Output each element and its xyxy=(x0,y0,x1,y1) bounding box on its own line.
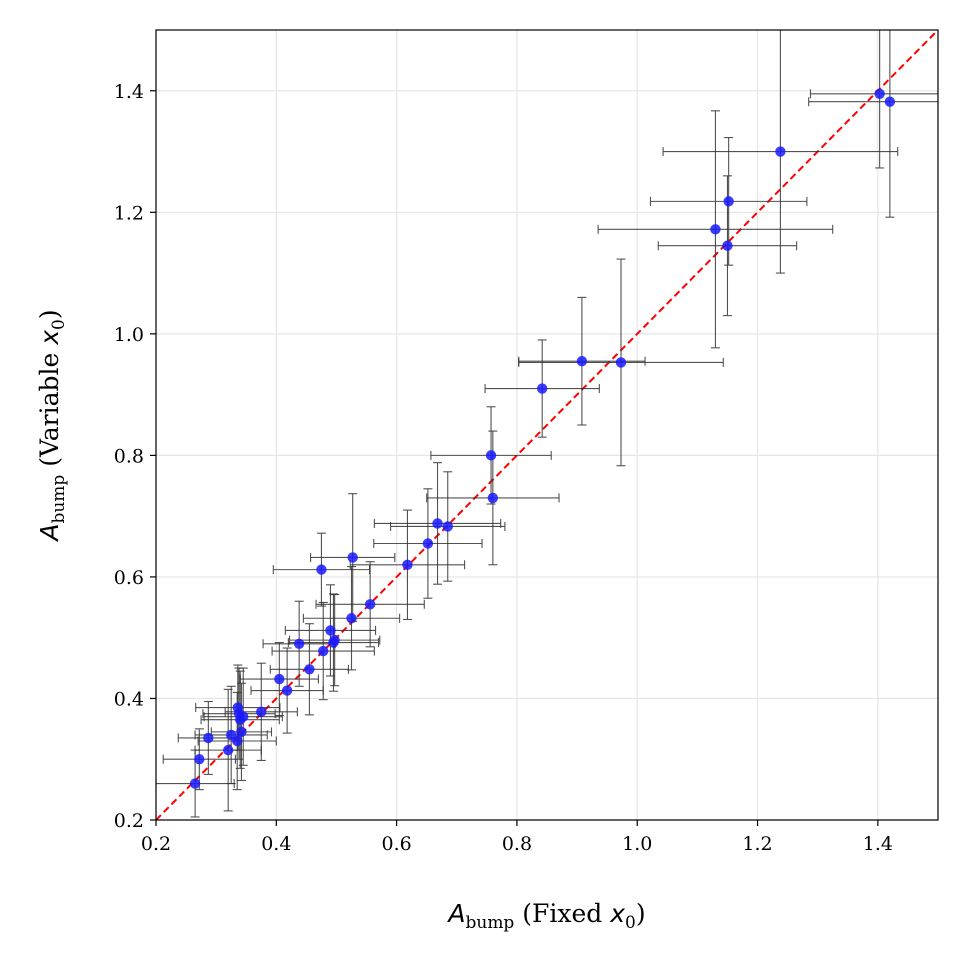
data-point xyxy=(281,685,293,696)
y-tick-label: 1.4 xyxy=(114,81,144,103)
x-tick-label: 0.4 xyxy=(261,833,291,855)
data-points xyxy=(189,88,896,789)
data-point xyxy=(874,88,885,100)
data-point xyxy=(203,732,214,744)
data-point xyxy=(536,383,548,394)
data-point xyxy=(884,96,896,107)
y-title-close: ) xyxy=(35,309,64,319)
x-title-close: ) xyxy=(636,899,646,928)
x-tick-label: 1.0 xyxy=(622,833,652,855)
x-axis-title: Abump (Fixed x0) xyxy=(446,899,645,933)
data-point xyxy=(316,564,327,575)
data-point xyxy=(256,706,267,718)
y-title-rest: (Variable xyxy=(35,345,64,475)
data-point xyxy=(402,559,413,570)
y-tick-label: 1.0 xyxy=(114,324,144,346)
y-tick-label: 0.2 xyxy=(114,810,144,832)
data-point xyxy=(615,357,627,368)
data-point xyxy=(194,754,205,765)
data-point xyxy=(485,450,497,461)
data-point xyxy=(274,673,285,685)
y-axis-title: Abump (Variable x0) xyxy=(35,309,69,542)
x-tick-label: 0.8 xyxy=(502,833,532,855)
data-point xyxy=(442,521,453,532)
reference-line-layer xyxy=(156,30,938,820)
data-point xyxy=(318,645,329,657)
x-title-rest: (Fixed xyxy=(514,899,610,928)
data-point xyxy=(775,146,786,157)
data-point xyxy=(710,224,721,235)
x-tick-label: 1.4 xyxy=(863,833,893,855)
axis-ticks: 0.2 0.4 0.6 0.8 1.0 1.2 1.4 0.2 0.4 0.6 0.8 1.0 1.2 1… xyxy=(114,81,893,855)
x-title-sub: bump xyxy=(465,913,514,933)
x-tick-label: 0.2 xyxy=(141,833,171,855)
x-tick-label: 1.2 xyxy=(742,833,772,855)
data-point xyxy=(329,634,340,646)
data-point xyxy=(422,538,434,549)
x-title-var-sub: 0 xyxy=(625,913,636,933)
y-title-var: x xyxy=(35,330,64,346)
data-point xyxy=(432,518,443,529)
data-point xyxy=(487,492,499,504)
data-point xyxy=(304,664,315,675)
data-point xyxy=(189,778,201,789)
data-point xyxy=(722,240,733,251)
data-point xyxy=(238,711,249,722)
data-point xyxy=(576,355,588,367)
data-point xyxy=(222,744,234,756)
data-point xyxy=(232,735,243,747)
y-tick-label: 1.2 xyxy=(114,202,144,224)
data-point xyxy=(293,638,305,649)
y-title-sub: bump xyxy=(49,475,69,524)
reference-line xyxy=(156,30,938,820)
y-title-main: A xyxy=(35,524,64,543)
data-point xyxy=(236,726,247,738)
x-title-var: x xyxy=(609,899,625,928)
x-title-main: A xyxy=(446,899,465,928)
data-point xyxy=(723,196,734,207)
data-point xyxy=(347,552,358,563)
y-tick-label: 0.6 xyxy=(114,567,144,589)
x-tick-label: 0.6 xyxy=(382,833,412,855)
y-title-var-sub: 0 xyxy=(49,319,69,330)
y-tick-label: 0.8 xyxy=(114,445,144,467)
y-tick-label: 0.4 xyxy=(114,688,144,710)
data-point xyxy=(346,613,357,624)
plot-frame xyxy=(155,29,939,821)
data-point xyxy=(364,599,376,610)
data-point xyxy=(325,625,336,636)
